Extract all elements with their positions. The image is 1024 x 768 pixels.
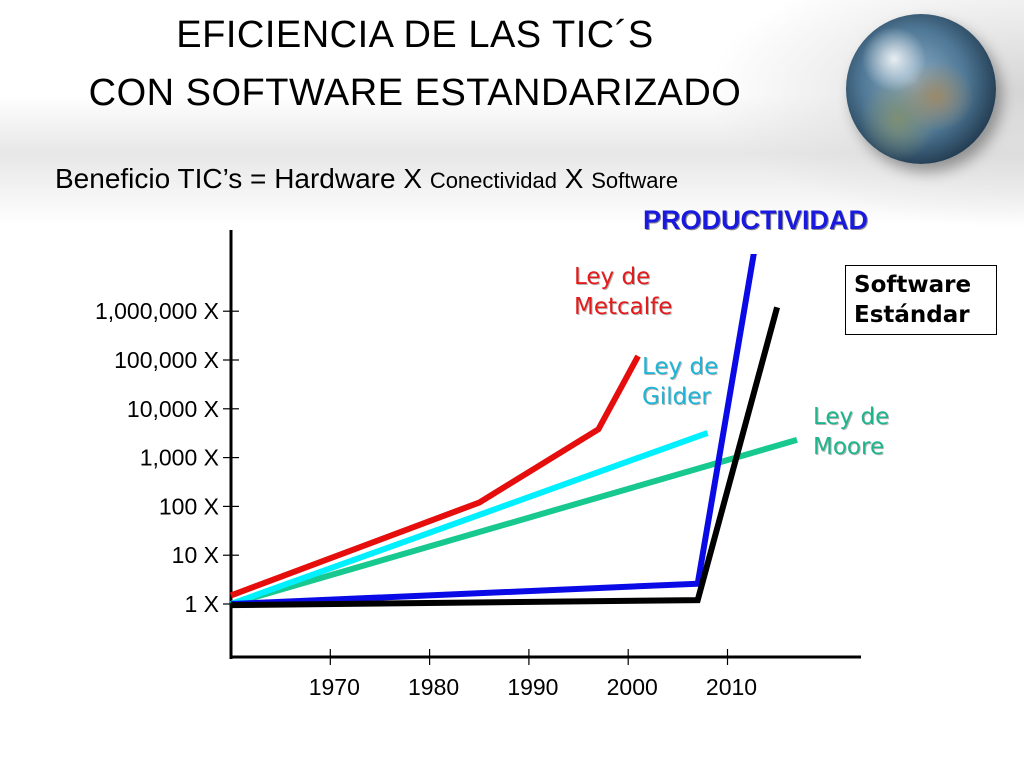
series-label-gilder-line2: Gilder — [642, 384, 711, 410]
x-tick-label: 1970 — [309, 674, 360, 700]
series-label-metcalfe: Ley de Metcalfe — [574, 262, 672, 322]
series-label-moore: Ley de Moore — [813, 402, 889, 462]
slide-title-line2: CON SOFTWARE ESTANDARIZADO — [88, 72, 742, 114]
series-label-gilder: Ley de Gilder — [642, 352, 718, 412]
x-tick-label: 1990 — [507, 674, 558, 700]
formula-conectividad: Conectividad — [429, 168, 557, 193]
series-label-software-estandar: Software Estándar — [845, 265, 997, 335]
series-line-3 — [230, 254, 757, 607]
series-label-metcalfe-line2: Metcalfe — [574, 294, 673, 320]
formula-x: X — [557, 163, 592, 194]
y-tick-label: 10 X — [172, 542, 219, 568]
y-tick-label: 100 X — [159, 493, 219, 519]
series-label-software-line2: Estándar — [854, 302, 970, 328]
formula: Beneficio TIC’s = Hardware X Conectivida… — [55, 163, 678, 195]
y-tick-label: 1,000 X — [140, 445, 219, 471]
slide-title-line1: EFICIENCIA DE LAS TIC´S — [176, 14, 654, 56]
formula-software: Software — [591, 168, 679, 193]
globe-image — [846, 14, 996, 164]
series-line-0 — [229, 354, 641, 599]
y-tick-label: 1 X — [184, 591, 219, 617]
x-tick-label: 1980 — [408, 674, 459, 700]
y-tick-label: 1,000,000 X — [95, 298, 219, 324]
x-tick-label: 2000 — [607, 674, 658, 700]
series-label-moore-line2: Moore — [813, 434, 885, 460]
series-line-1 — [229, 430, 709, 607]
series-label-moore-line1: Ley de — [813, 404, 890, 430]
series-line-2 — [230, 437, 798, 607]
formula-main: Beneficio TIC’s = Hardware X — [55, 163, 430, 194]
y-tick-label: 100,000 X — [114, 347, 219, 373]
series-label-software-line1: Software — [854, 272, 972, 298]
series-line-4 — [230, 306, 780, 609]
x-tick-label: 2010 — [706, 674, 757, 700]
y-axis-annotation: PRODUCTIVIDAD — [643, 205, 869, 235]
series-label-gilder-line1: Ley de — [642, 354, 719, 380]
y-tick-label: 10,000 X — [127, 396, 219, 422]
series-label-metcalfe-line1: Ley de — [574, 264, 651, 290]
